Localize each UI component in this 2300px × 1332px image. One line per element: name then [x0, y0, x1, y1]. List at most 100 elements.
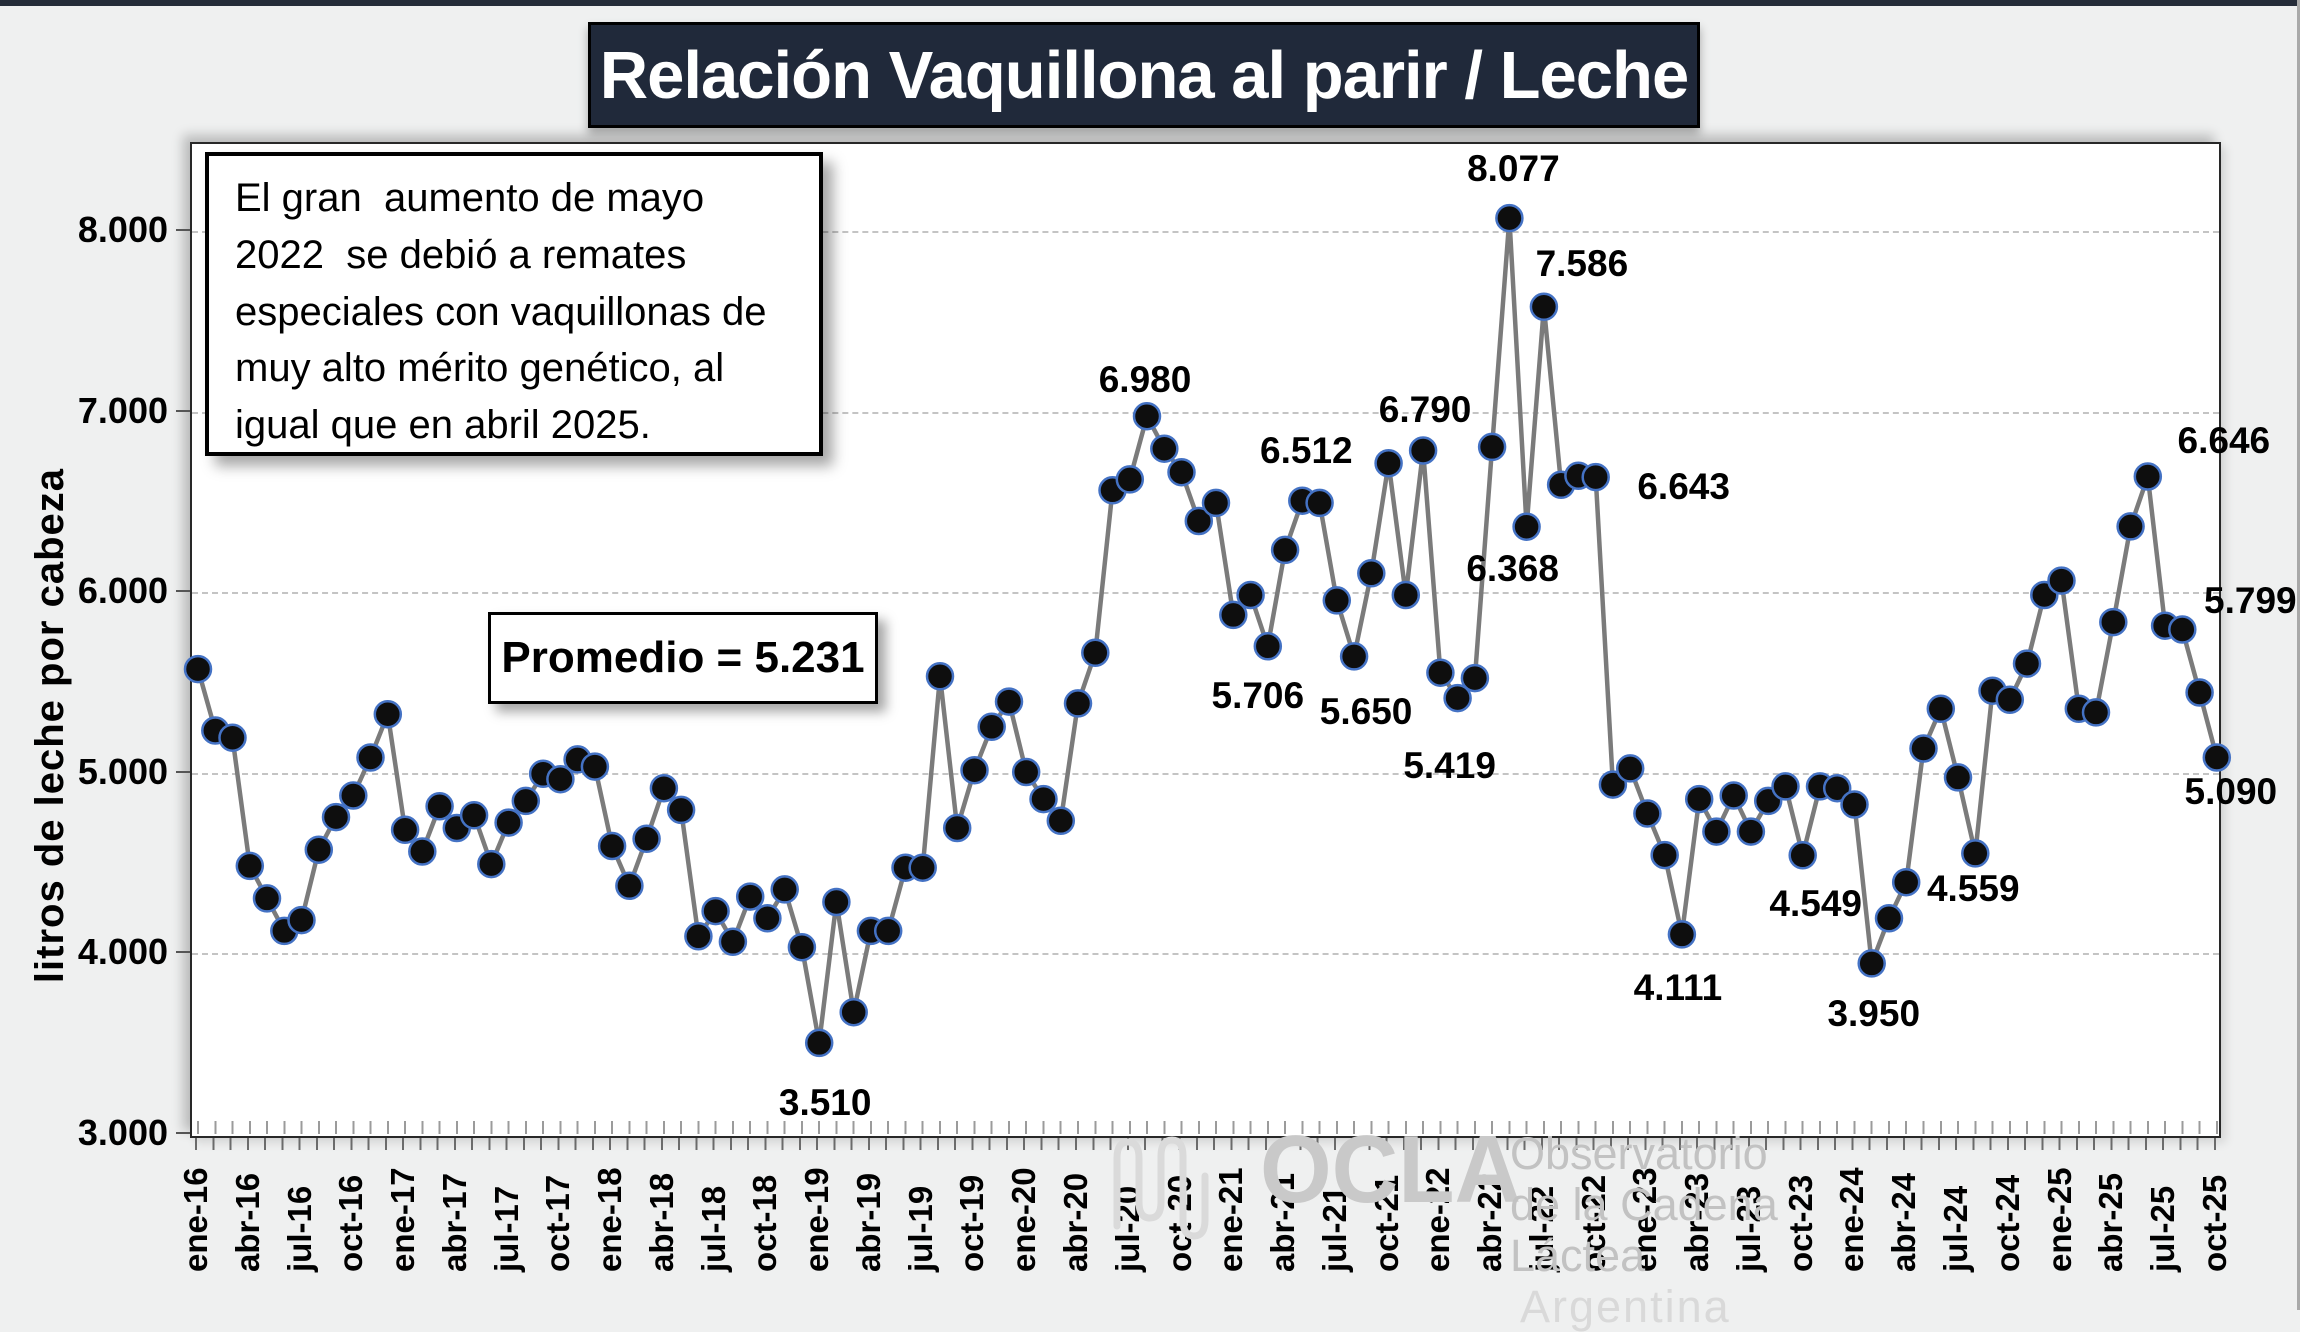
- ocla-subtitle-line1: Observatorio: [1510, 1128, 1768, 1179]
- data-point: [1219, 600, 1248, 630]
- chart-title: Relación Vaquillona al parir / Leche: [599, 37, 1689, 113]
- data-label-5.650: 5.650: [1319, 691, 1413, 733]
- data-label-3.510: 3.510: [778, 1081, 872, 1123]
- ocla-wordmark: OCLA: [1260, 1116, 1522, 1223]
- data-label-4.559: 4.559: [1926, 868, 2020, 910]
- y-tick-mark: [176, 409, 190, 412]
- y-tick-label-7.000: 7.000: [77, 389, 168, 431]
- window-right-edge: [2297, 0, 2300, 1310]
- data-label-5.419: 5.419: [1403, 745, 1496, 787]
- data-point: [1322, 586, 1352, 615]
- data-point: [477, 849, 506, 879]
- x-tick-label-oct-25: oct-25: [2195, 1174, 2233, 1272]
- data-point: [218, 723, 247, 752]
- data-point: [1184, 506, 1214, 536]
- data-point: [753, 904, 782, 933]
- data-point: [1529, 292, 1559, 322]
- data-point: [1771, 772, 1800, 801]
- y-tick-label-8.000: 8.000: [77, 209, 168, 250]
- x-tick-label-abr-18: abr-18: [642, 1172, 680, 1272]
- x-tick-label-jul-24: jul-24: [1937, 1185, 1974, 1272]
- data-point: [2185, 678, 2214, 707]
- data-label-4.549: 4.549: [1769, 883, 1862, 925]
- data-point: [1702, 817, 1731, 846]
- data-point: [1650, 840, 1679, 870]
- data-point: [1011, 757, 1041, 787]
- data-point: [1339, 642, 1369, 671]
- data-point: [2168, 615, 2197, 644]
- x-tick-label-abr-24: abr-24: [1885, 1172, 1923, 1272]
- data-point: [2081, 698, 2111, 727]
- data-point: [1426, 658, 1455, 687]
- data-point: [701, 896, 730, 926]
- data-point: [1857, 949, 1886, 978]
- x-tick-label-abr-25: abr-25: [2092, 1172, 2130, 1272]
- x-tick-label-jul-18: jul-18: [694, 1185, 732, 1272]
- data-point: [183, 654, 213, 684]
- x-axis-ticks-outside: [190, 1138, 2217, 1150]
- gridline-5.000: [192, 772, 2219, 775]
- data-point: [1719, 781, 1748, 810]
- gridline-4.000: [192, 953, 2219, 956]
- data-point: [321, 802, 351, 832]
- data-point: [425, 792, 454, 821]
- data-point: [1477, 432, 1507, 462]
- x-tick-label-oct-24: oct-24: [1988, 1174, 2026, 1272]
- data-point: [1995, 685, 2025, 715]
- data-point: [1201, 488, 1231, 518]
- y-tick-mark: [176, 229, 190, 231]
- data-point: [1581, 462, 1610, 492]
- data-point: [822, 887, 851, 917]
- data-point: [994, 687, 1024, 716]
- y-tick-label-4.000: 4.000: [77, 931, 168, 973]
- data-point: [666, 795, 696, 825]
- data-point: [2099, 607, 2128, 637]
- y-tick-mark: [176, 770, 190, 773]
- data-point: [787, 932, 817, 962]
- data-point: [718, 927, 748, 957]
- y-tick-mark: [176, 951, 190, 954]
- data-point: [684, 922, 713, 951]
- data-label-3.950: 3.950: [1827, 993, 1921, 1035]
- ocla-subtitle-line2: de la Cadena Láctea: [1510, 1179, 1778, 1281]
- annotation-box: El gran aumento de mayo 2022 se debió a …: [205, 152, 823, 456]
- data-label-8.077: 8.077: [1467, 148, 1560, 190]
- data-point: [1943, 763, 1973, 792]
- data-point: [1460, 663, 1490, 693]
- data-point: [1615, 754, 1645, 783]
- average-box: Promedio = 5.231: [488, 612, 878, 704]
- data-point: [1115, 465, 1145, 494]
- x-tick-label-jul-25: jul-25: [2144, 1185, 2182, 1272]
- data-point: [1840, 790, 1869, 819]
- data-point: [1167, 457, 1196, 487]
- data-point: [373, 699, 403, 729]
- data-point: [304, 835, 334, 864]
- data-point: [960, 755, 989, 785]
- gridline-7.000: [192, 411, 2219, 414]
- data-point: [804, 1028, 834, 1058]
- data-point: [1270, 535, 1300, 565]
- data-point: [1357, 559, 1386, 588]
- x-tick-label-abr-20: abr-20: [1057, 1172, 1094, 1272]
- y-axis-title: litros de leche por cabeza: [28, 468, 72, 984]
- data-point: [1081, 638, 1110, 668]
- x-tick-label-abr-19: abr-19: [849, 1172, 887, 1272]
- x-tick-label-jul-19: jul-19: [901, 1185, 939, 1272]
- data-label-6.512: 6.512: [1260, 429, 1353, 471]
- data-point: [252, 884, 282, 913]
- data-point: [1236, 580, 1265, 610]
- data-point: [1443, 683, 1472, 713]
- data-point: [1046, 806, 1076, 836]
- data-point: [1391, 580, 1421, 610]
- ocla-subtitle: Observatorio de la Cadena Láctea Argenti…: [1510, 1128, 1852, 1332]
- data-point: [632, 824, 661, 854]
- data-point: [235, 851, 265, 881]
- x-axis-minor-ticks-inside: [192, 1121, 2219, 1134]
- y-tick-mark: [176, 590, 190, 593]
- data-point: [1598, 770, 1628, 799]
- line-chart-canvas: [183, 203, 2232, 1058]
- data-point: [942, 813, 972, 843]
- data-point: [839, 997, 868, 1027]
- window-top-edge: [0, 0, 2300, 6]
